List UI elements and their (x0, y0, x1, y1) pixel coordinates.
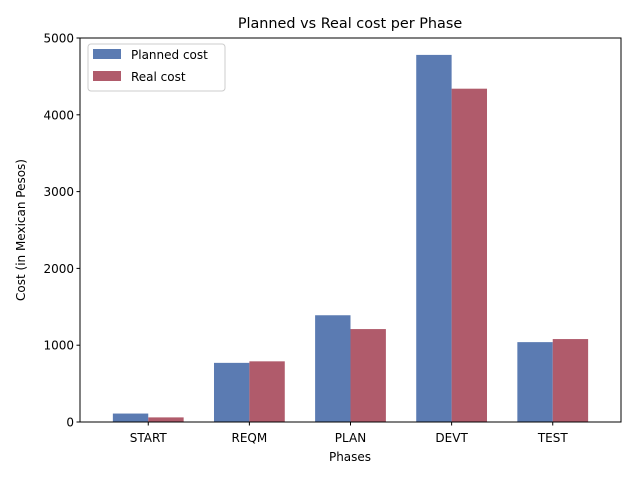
y-tick-label: 1000 (43, 339, 74, 353)
x-tick-label-devt: DEVT (435, 431, 468, 445)
x-tick-label-start: START (130, 431, 168, 445)
y-tick-label: 3000 (43, 185, 74, 199)
bar-real-test (552, 339, 589, 422)
legend-box (87, 43, 226, 92)
legend-swatch-planned (93, 49, 121, 59)
plot-area (112, 54, 589, 423)
bar-real-reqm (249, 361, 285, 422)
bar-planned-test (517, 342, 553, 422)
x-axis-label: Phases (329, 450, 371, 464)
x-tick-label-test: TEST (537, 431, 569, 445)
y-tick-label: 4000 (43, 108, 74, 122)
y-axis-label: Cost (in Mexican Pesos) (14, 159, 28, 301)
x-tick-label-plan: PLAN (335, 431, 366, 445)
bar-real-devt (451, 88, 488, 422)
axes: 0 1000 2000 3000 4000 5000 START REQM PLAN DEVT TE… (43, 32, 568, 446)
bar-planned-start (112, 413, 149, 422)
legend: Planned cost Real cost (87, 43, 226, 92)
legend-label-real: Real cost (131, 70, 186, 84)
bar-planned-devt (416, 54, 452, 423)
bar-real-plan (350, 329, 386, 422)
y-tick-label: 5000 (43, 32, 74, 46)
bar-real-start (148, 417, 184, 422)
y-tick-label: 0 (66, 416, 74, 430)
y-tick-label: 2000 (43, 262, 74, 276)
legend-label-planned: Planned cost (131, 48, 208, 62)
x-tick-label-reqm: REQM (232, 431, 268, 445)
bar-planned-reqm (213, 362, 250, 422)
chart-title: Planned vs Real cost per Phase (238, 16, 463, 32)
bar-planned-plan (315, 315, 351, 422)
legend-swatch-real (93, 71, 121, 81)
